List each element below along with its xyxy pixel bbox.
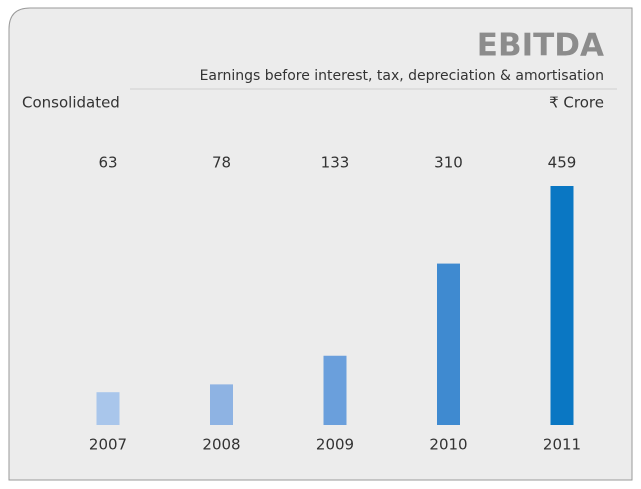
chart-title: EBITDA xyxy=(477,28,604,64)
value-label: 78 xyxy=(212,154,231,172)
left-note: Consolidated xyxy=(22,94,120,112)
chart-subtitle: Earnings before interest, tax, depreciat… xyxy=(200,68,604,84)
bar xyxy=(550,186,574,425)
x-tick-label: 2009 xyxy=(316,436,354,454)
card xyxy=(8,7,633,481)
x-tick-label: 2008 xyxy=(202,436,240,454)
value-label: 133 xyxy=(321,154,350,172)
bar xyxy=(96,392,120,425)
value-label: 459 xyxy=(548,154,577,172)
value-label: 310 xyxy=(434,154,463,172)
x-tick-label: 2010 xyxy=(429,436,467,454)
bar xyxy=(437,263,460,425)
value-label: 63 xyxy=(98,154,117,172)
x-tick-label: 2007 xyxy=(89,436,127,454)
bar xyxy=(323,355,347,425)
bar xyxy=(210,384,233,425)
unit-label: ₹ Crore xyxy=(549,94,604,112)
x-tick-label: 2011 xyxy=(543,436,581,454)
